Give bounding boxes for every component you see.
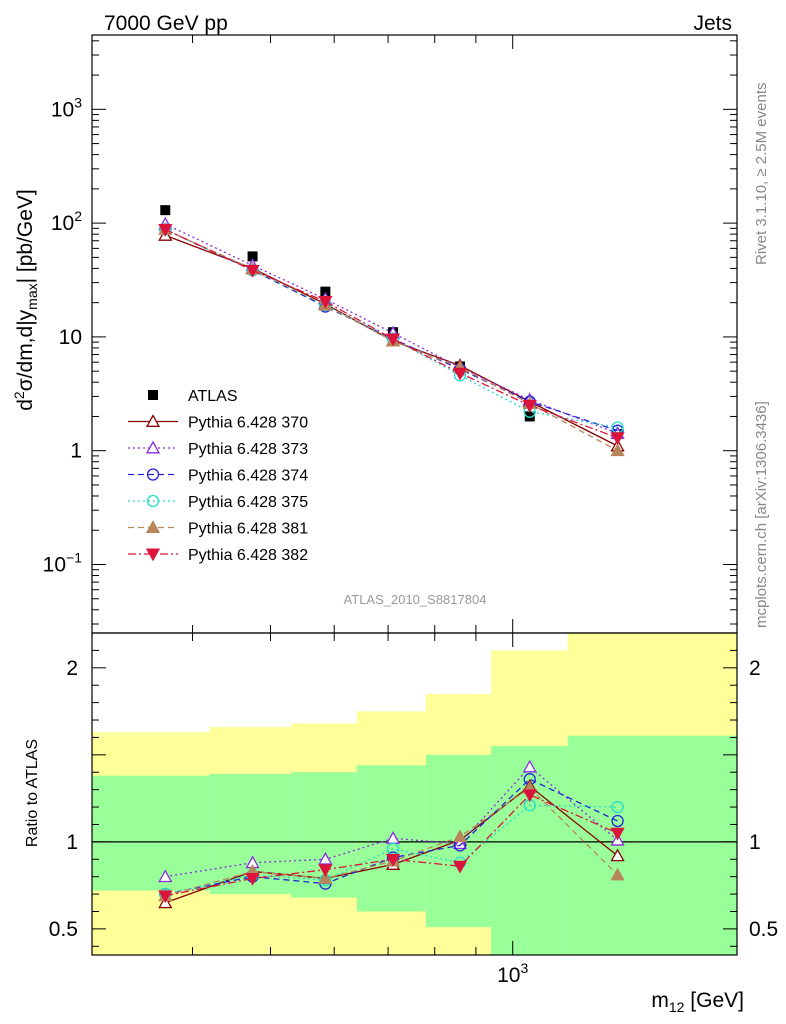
marker [318,864,333,878]
marker [610,443,625,457]
source-label: mcplots.cern.ch [arXiv:1306.3436] [753,401,770,628]
legend-label: Pythia 6.428 370 [188,415,308,432]
ratio-y-tick-label: 2 [66,657,78,680]
marker [452,836,468,850]
legend-label: Pythia 6.428 374 [188,468,308,485]
legend: ATLAS Pythia 6.428 370 Pythia 6.428 373 Pyt… [128,388,308,564]
x-axis-label: m12 [GeV] [651,989,744,1015]
marker [452,367,468,381]
marker [522,399,537,413]
inner-band-bin [92,775,210,891]
process-label: Jets [693,12,732,35]
marker [452,829,468,843]
ratio-y-tick-label: 0.5 [49,918,78,941]
ratio-pythia-6-428-382 [158,789,625,904]
main-panel-frame [91,34,738,634]
ratio-uncertainty-bands [92,633,737,955]
marker [452,860,468,874]
ratio-y-tick-label: 1 [66,831,78,854]
marker [158,223,173,237]
marker [610,867,625,881]
marker [245,872,260,886]
inner-band-bin [491,746,568,955]
main-y-axis-label: d2σ/dm,d|ymax| [pb/GeV] [11,189,40,411]
main-series-layer [158,205,625,457]
ratio-frame-rect [91,632,738,956]
ratio-y-tick-label: 2 [749,657,761,680]
ratio-panel-frame [91,632,738,956]
marker [318,295,333,309]
marker [145,440,161,454]
ratio-axis-ticks: 103 0.5 0.5 1 1 2 2 [49,632,778,987]
marker [611,814,624,828]
ratio-line [165,804,618,895]
rivet-version-label: Rivet 3.1.10, ≥ 2.5M events [753,83,770,266]
y-tick-label: 10 [59,326,82,349]
marker [524,411,535,422]
marker [610,827,625,841]
ratio-series-layer [158,759,625,909]
analysis-id-label: ATLAS_2010_S8817804 [344,592,487,607]
legend-label: Pythia 6.428 381 [188,521,308,538]
marker [245,264,260,278]
ratio-pythia-6-428-373 [158,759,625,883]
legend-label: Pythia 6.428 373 [188,441,308,458]
ratio-y-axis-label: Ratio to ATLAS [24,739,41,847]
inner-band-bin [567,735,737,955]
marker [158,869,173,883]
marker [145,520,161,533]
legend-label: Pythia 6.428 375 [188,494,308,511]
marker [247,251,258,262]
y-tick-label: 1 [70,440,82,463]
x-tick-label: 103 [497,960,528,987]
marker [160,205,171,216]
marker [146,494,160,508]
marker [385,853,401,867]
marker [522,789,537,803]
series-pythia-6-428-382 [158,223,625,446]
marker [522,759,537,773]
marker [145,548,161,562]
energy-label: 7000 GeV pp [104,12,228,35]
marker [320,286,331,297]
marker [145,414,161,427]
marker [318,851,333,865]
marker [611,800,624,814]
y-tick-label: 10−1 [43,549,83,576]
ratio-y-tick-label: 1 [749,831,761,854]
ratio-y-tick-label: 0.5 [749,918,778,941]
main-frame-rect [91,34,738,634]
marker [610,848,625,862]
legend-label: ATLAS [188,388,238,405]
marker [318,871,333,884]
marker [148,390,158,400]
y-tick-label: 103 [51,94,82,121]
marker [146,468,160,481]
marker [158,890,173,904]
marker [610,432,625,446]
y-tick-label: 102 [51,208,82,235]
marker [385,333,401,347]
legend-label: Pythia 6.428 382 [188,547,308,564]
